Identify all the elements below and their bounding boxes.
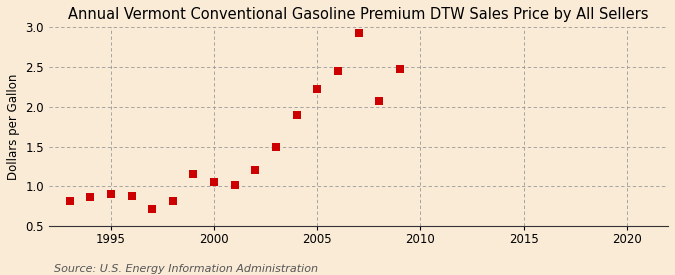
Text: Source: U.S. Energy Information Administration: Source: U.S. Energy Information Administ… — [54, 264, 318, 274]
Point — [85, 195, 96, 200]
Point — [374, 99, 385, 103]
Point — [230, 183, 240, 187]
Title: Annual Vermont Conventional Gasoline Premium DTW Sales Price by All Sellers: Annual Vermont Conventional Gasoline Pre… — [68, 7, 649, 22]
Point — [291, 112, 302, 117]
Point — [250, 167, 261, 172]
Point — [126, 194, 137, 198]
Point — [167, 199, 178, 204]
Point — [333, 69, 344, 73]
Point — [64, 199, 75, 204]
Point — [353, 31, 364, 35]
Y-axis label: Dollars per Gallon: Dollars per Gallon — [7, 73, 20, 180]
Point — [394, 67, 405, 71]
Point — [271, 144, 281, 149]
Point — [312, 87, 323, 92]
Point — [209, 179, 219, 184]
Point — [105, 191, 116, 196]
Point — [146, 207, 157, 211]
Point — [188, 171, 199, 176]
